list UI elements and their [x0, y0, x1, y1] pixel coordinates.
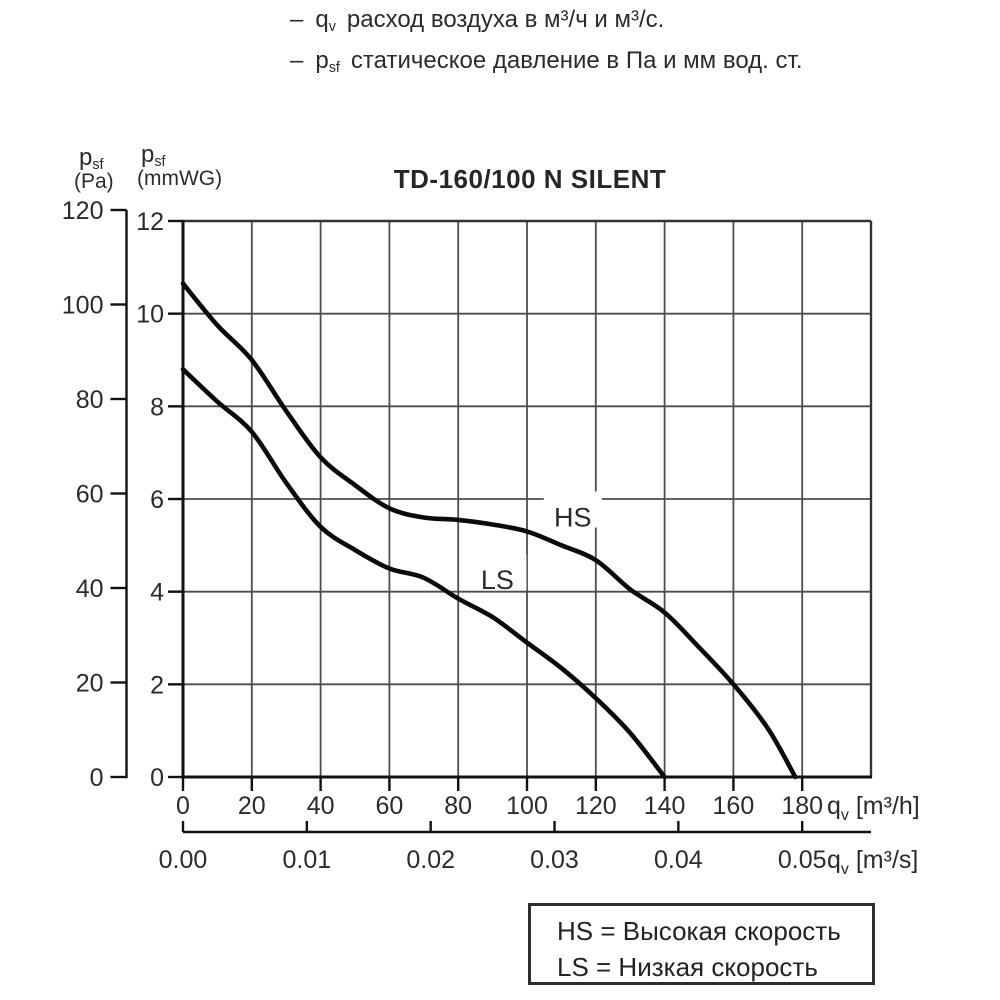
mmwg-tick-label: 4	[150, 579, 164, 607]
ls-curve-label: LS	[481, 565, 514, 595]
flow-symbol: q	[315, 6, 329, 33]
flow-symbol-subscript: v	[328, 19, 336, 36]
pa-tick-label: 0	[90, 764, 104, 792]
x-tick-label: 160	[713, 792, 755, 820]
pa-tick-label: 60	[76, 481, 104, 509]
pressure-symbol: p	[315, 47, 329, 75]
x-tick-label: 20	[238, 792, 266, 820]
mmwg-tick-label: 2	[150, 671, 164, 699]
annotation-line-airflow: – qv расход воздуха в м³/ч и м³/с.	[290, 6, 803, 35]
mmwg-symbol: p	[141, 141, 155, 168]
x-tick-label: 0	[176, 792, 190, 820]
chart-title: TD-160/100 N SILENT	[393, 164, 667, 194]
x-tick-label: 100	[506, 792, 548, 820]
hs-curve-label: HS	[554, 503, 592, 533]
mmwg-tick-label: 6	[150, 486, 164, 514]
pa-tick-label: 100	[62, 292, 104, 320]
x-tick-label: 60	[375, 792, 403, 820]
secondary-x-tick-label: 0.00	[159, 846, 208, 874]
x-tick-label: 180	[781, 792, 823, 820]
mmwg-tick-label: 12	[136, 208, 164, 236]
hs-label-backdrop	[543, 491, 602, 528]
x-tick-label: 40	[307, 792, 335, 820]
pa-symbol: p	[79, 144, 93, 171]
annotation-text: расход воздуха в м³/ч и м³/с.	[346, 6, 665, 33]
mmwg-tick-label: 0	[150, 764, 164, 792]
legend-item-ls: LS = Низкая скорость	[557, 952, 818, 982]
pa-tick-label: 120	[62, 197, 104, 225]
secondary-x-tick-label: 0.03	[530, 846, 579, 874]
secondary-x-tick-label: 0.05	[778, 846, 827, 874]
annotation-block: – qv расход воздуха в м³/ч и м³/с. – psf ста…	[290, 6, 803, 76]
x-axis-unit-label: qv [m³/h]	[827, 792, 920, 824]
ls-label-backdrop	[468, 554, 527, 591]
mmwg-axis-header: psf	[141, 141, 166, 170]
pa-tick-label: 40	[76, 575, 104, 603]
secondary-x-tick-label: 0.01	[283, 846, 332, 874]
x-tick-label: 140	[644, 792, 686, 820]
pressure-symbol-subscript: sf	[328, 60, 340, 77]
mmwg-axis-unit: (mmWG)	[137, 167, 223, 190]
pa-axis-header: psf	[79, 144, 104, 173]
mmwg-tick-label: 8	[150, 393, 164, 421]
x-tick-label: 80	[444, 792, 472, 820]
pa-tick-label: 80	[76, 386, 104, 414]
secondary-x-axis-unit-label: qv [m³/s]	[827, 846, 918, 878]
mmwg-symbol-subscript: sf	[154, 154, 166, 171]
dash: –	[290, 47, 304, 75]
mmwg-tick-label: 10	[136, 301, 164, 329]
secondary-x-tick-label: 0.02	[406, 846, 455, 874]
legend-box: HS = Высокая скорость LS = Низкая скорос…	[528, 903, 875, 985]
pa-axis-unit: (Pa)	[74, 170, 114, 193]
ls-curve	[180, 367, 667, 780]
pa-symbol-subscript: sf	[92, 157, 104, 174]
x-tick-label: 120	[575, 792, 617, 820]
pa-tick-label: 20	[76, 670, 104, 698]
secondary-x-tick-label: 0.04	[654, 846, 703, 874]
annotation-text: статическое давление в Па и мм вод. ст.	[350, 47, 803, 75]
hs-curve	[180, 281, 798, 780]
annotation-line-pressure: – psf статическое давление в Па и мм вод. …	[290, 47, 803, 76]
legend-item-hs: HS = Высокая скорость	[557, 916, 841, 946]
dash: –	[290, 6, 304, 33]
